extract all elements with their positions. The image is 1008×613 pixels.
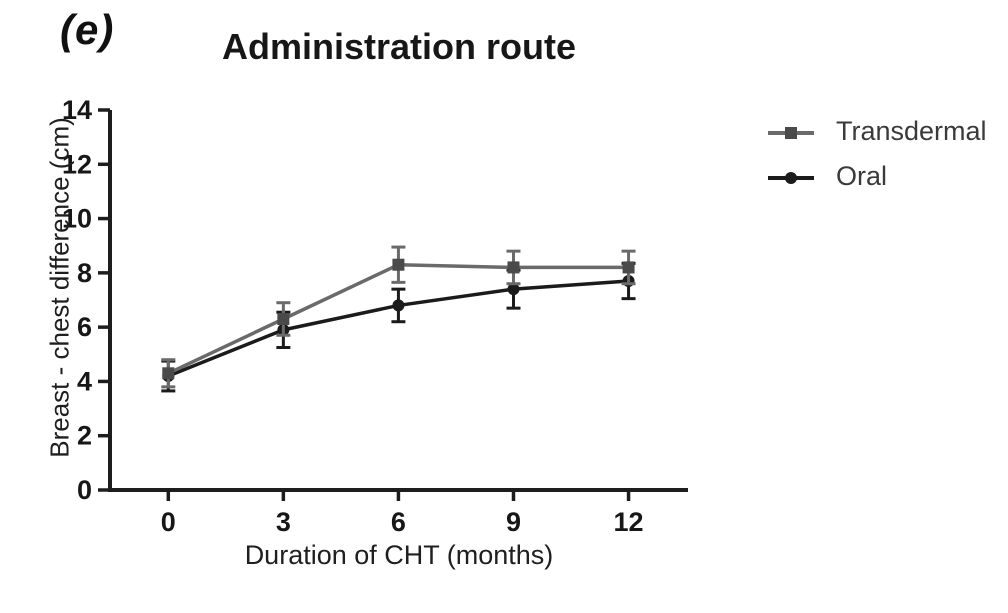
legend-item-transdermal: Transdermal	[768, 118, 987, 147]
y-tick-label: 14	[62, 95, 92, 125]
legend-item-oral: Oral	[768, 163, 987, 192]
figure-label: (e)	[60, 6, 115, 53]
legend-label: Transdermal	[836, 116, 987, 146]
y-tick-label: 8	[77, 258, 92, 288]
y-tick-label: 2	[77, 421, 92, 451]
y-tick-label: 0	[77, 475, 92, 505]
y-axis-label: Breast - chest difference (cm)	[44, 117, 75, 458]
x-tick-label: 3	[276, 507, 291, 537]
y-tick-label: 4	[77, 366, 92, 396]
square-marker-icon	[392, 258, 405, 271]
y-tick-label: 6	[77, 312, 92, 342]
legend-marker-circle-icon	[785, 171, 797, 184]
legend-sample-oral	[768, 171, 814, 185]
x-axis-label: Duration of CHT (months)	[244, 540, 554, 570]
legend-sample-transdermal	[768, 126, 814, 140]
legend-marker-square-icon	[785, 126, 797, 139]
y-tick-label: 10	[62, 204, 92, 234]
legend-label: Oral	[836, 161, 888, 191]
x-tick-label: 9	[506, 507, 521, 537]
x-tick-label: 0	[161, 507, 176, 537]
legend: Transdermal Oral	[768, 118, 987, 192]
chart-title: Administration route	[221, 26, 576, 67]
axes: 0 2 4 6 8 10 12 14 0 3 6 9 12	[62, 95, 688, 537]
y-tick-label: 12	[62, 149, 92, 179]
circle-marker-icon	[507, 283, 520, 296]
series-transdermal	[161, 245, 636, 389]
x-tick-label: 12	[614, 507, 644, 537]
square-marker-icon	[277, 313, 290, 325]
x-tick-label: 6	[391, 507, 406, 537]
square-marker-icon	[622, 261, 635, 274]
square-marker-icon	[162, 367, 175, 380]
square-marker-icon	[507, 261, 520, 274]
circle-marker-icon	[392, 299, 405, 312]
